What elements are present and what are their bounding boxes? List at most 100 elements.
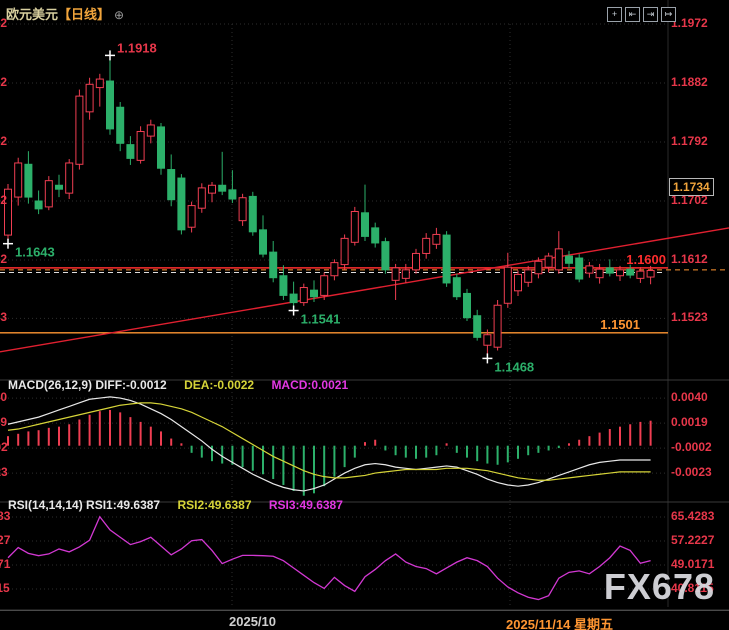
rsi3-value: RSI3:49.6387: [268, 498, 343, 512]
candle: [14, 162, 23, 198]
candle: [248, 195, 257, 233]
candle: [483, 334, 492, 346]
candle: [157, 126, 165, 169]
axis-scale-right-icon[interactable]: ⇥: [643, 7, 658, 22]
candle: [412, 252, 420, 271]
time-label-lastdate: 2025/11/14 星期五: [506, 617, 613, 630]
candle: [34, 200, 43, 210]
candle: [636, 270, 645, 279]
candle: [85, 83, 94, 113]
axis-scale-left-icon[interactable]: ⇤: [625, 7, 640, 22]
candle: [595, 268, 604, 279]
candle: [524, 269, 533, 283]
candle: [544, 255, 553, 268]
candle: [289, 293, 298, 304]
candle: [299, 287, 308, 304]
candle: [616, 269, 624, 277]
axis-label: -0.0023: [671, 465, 712, 480]
candle: [167, 169, 176, 201]
candle: [279, 275, 288, 296]
candle: [187, 205, 196, 228]
candle: [238, 197, 247, 222]
candle: [646, 269, 655, 278]
axis-label: 40.8115: [0, 581, 10, 595]
candle: [55, 184, 63, 190]
axis-shift-icon[interactable]: ↦: [661, 7, 676, 22]
price-alert-chip[interactable]: 1.1734: [669, 178, 714, 197]
candle: [442, 234, 451, 284]
macd-dea-value: DEA:-0.0022: [184, 378, 255, 392]
candle: [259, 229, 267, 255]
time-label-month: 2025/10: [229, 614, 276, 629]
axis-label: 49.0171: [671, 557, 715, 571]
axis-label: 0.0019: [671, 415, 708, 430]
candle: [381, 241, 390, 271]
candle: [269, 251, 278, 279]
axis-label: 1.1702: [671, 193, 708, 207]
rsi-header: RSI(14,14,14) RSI1:49.6387 RSI2:49.6387 …: [8, 498, 343, 512]
fx678-watermark-logo: FX678: [603, 566, 715, 607]
pan-tool-icon[interactable]: +: [607, 7, 622, 22]
axis-label: 40.8115: [671, 581, 714, 595]
candle: [126, 144, 135, 159]
candle: [197, 187, 206, 209]
timeframe-label: 【日线】: [58, 7, 111, 22]
macd-header: MACD(26,12,9) DIFF:-0.0012 DEA:-0.0022 M…: [8, 378, 348, 392]
candle: [330, 262, 339, 277]
candle: [554, 248, 563, 271]
candle: [177, 177, 186, 231]
candle: [575, 257, 584, 280]
axis-label: 49.0171: [0, 557, 11, 571]
svg-text:1.1541: 1.1541: [301, 312, 341, 327]
macd-params-diff: MACD(26,12,9) DIFF:-0.0012: [8, 378, 167, 392]
candle: [218, 184, 227, 192]
symbol-name: 欧元美元: [6, 7, 59, 22]
axis-label: 1.1972: [0, 16, 7, 30]
candle: [514, 273, 522, 292]
collapse-icon[interactable]: ⊕: [114, 8, 125, 22]
candle: [605, 267, 614, 274]
candle: [534, 260, 543, 275]
candle: [208, 184, 216, 194]
candle: [401, 269, 410, 279]
candle: [146, 124, 155, 137]
axis-label: 57.2227: [0, 532, 11, 547]
candle: [106, 80, 114, 130]
axis-label: 1.1702: [0, 193, 7, 207]
candle: [432, 233, 441, 245]
axis-label: 1.1882: [671, 75, 708, 89]
svg-text:1.1600: 1.1600: [626, 252, 666, 267]
axis-label: -0.0002: [671, 440, 712, 455]
candle: [422, 237, 431, 254]
candle: [75, 95, 84, 165]
chart-title: 欧元美元【日线】 ⊕: [6, 4, 124, 23]
candle: [65, 162, 74, 194]
rsi2-value: RSI2:49.6387: [177, 498, 252, 512]
candle: [310, 289, 318, 298]
candle: [585, 265, 594, 274]
candle: [493, 304, 502, 348]
axis-label: -0.0002: [0, 440, 8, 455]
candle: [136, 131, 145, 161]
axis-label: 1.1792: [671, 134, 708, 148]
candle: [503, 266, 512, 304]
candle: [565, 255, 573, 264]
candle: [371, 227, 380, 244]
candle: [350, 210, 359, 243]
svg-text:1.1468: 1.1468: [494, 359, 534, 374]
axis-label: 0.0040: [0, 390, 7, 405]
candle: [626, 268, 635, 276]
axis-label: 1.1523: [671, 310, 708, 325]
candle: [24, 163, 33, 198]
candle: [340, 237, 349, 266]
candle: [95, 78, 104, 89]
axis-label: 57.2227: [671, 532, 715, 547]
time-axis[interactable]: 2025/10 2025/11/14 星期五: [0, 610, 729, 630]
axis-label: 1.1882: [0, 75, 7, 89]
axis-label: 1.1972: [671, 16, 708, 30]
axis-label: 1.1523: [0, 310, 7, 325]
candle: [391, 267, 400, 281]
axis-label: 1.1792: [0, 134, 7, 148]
